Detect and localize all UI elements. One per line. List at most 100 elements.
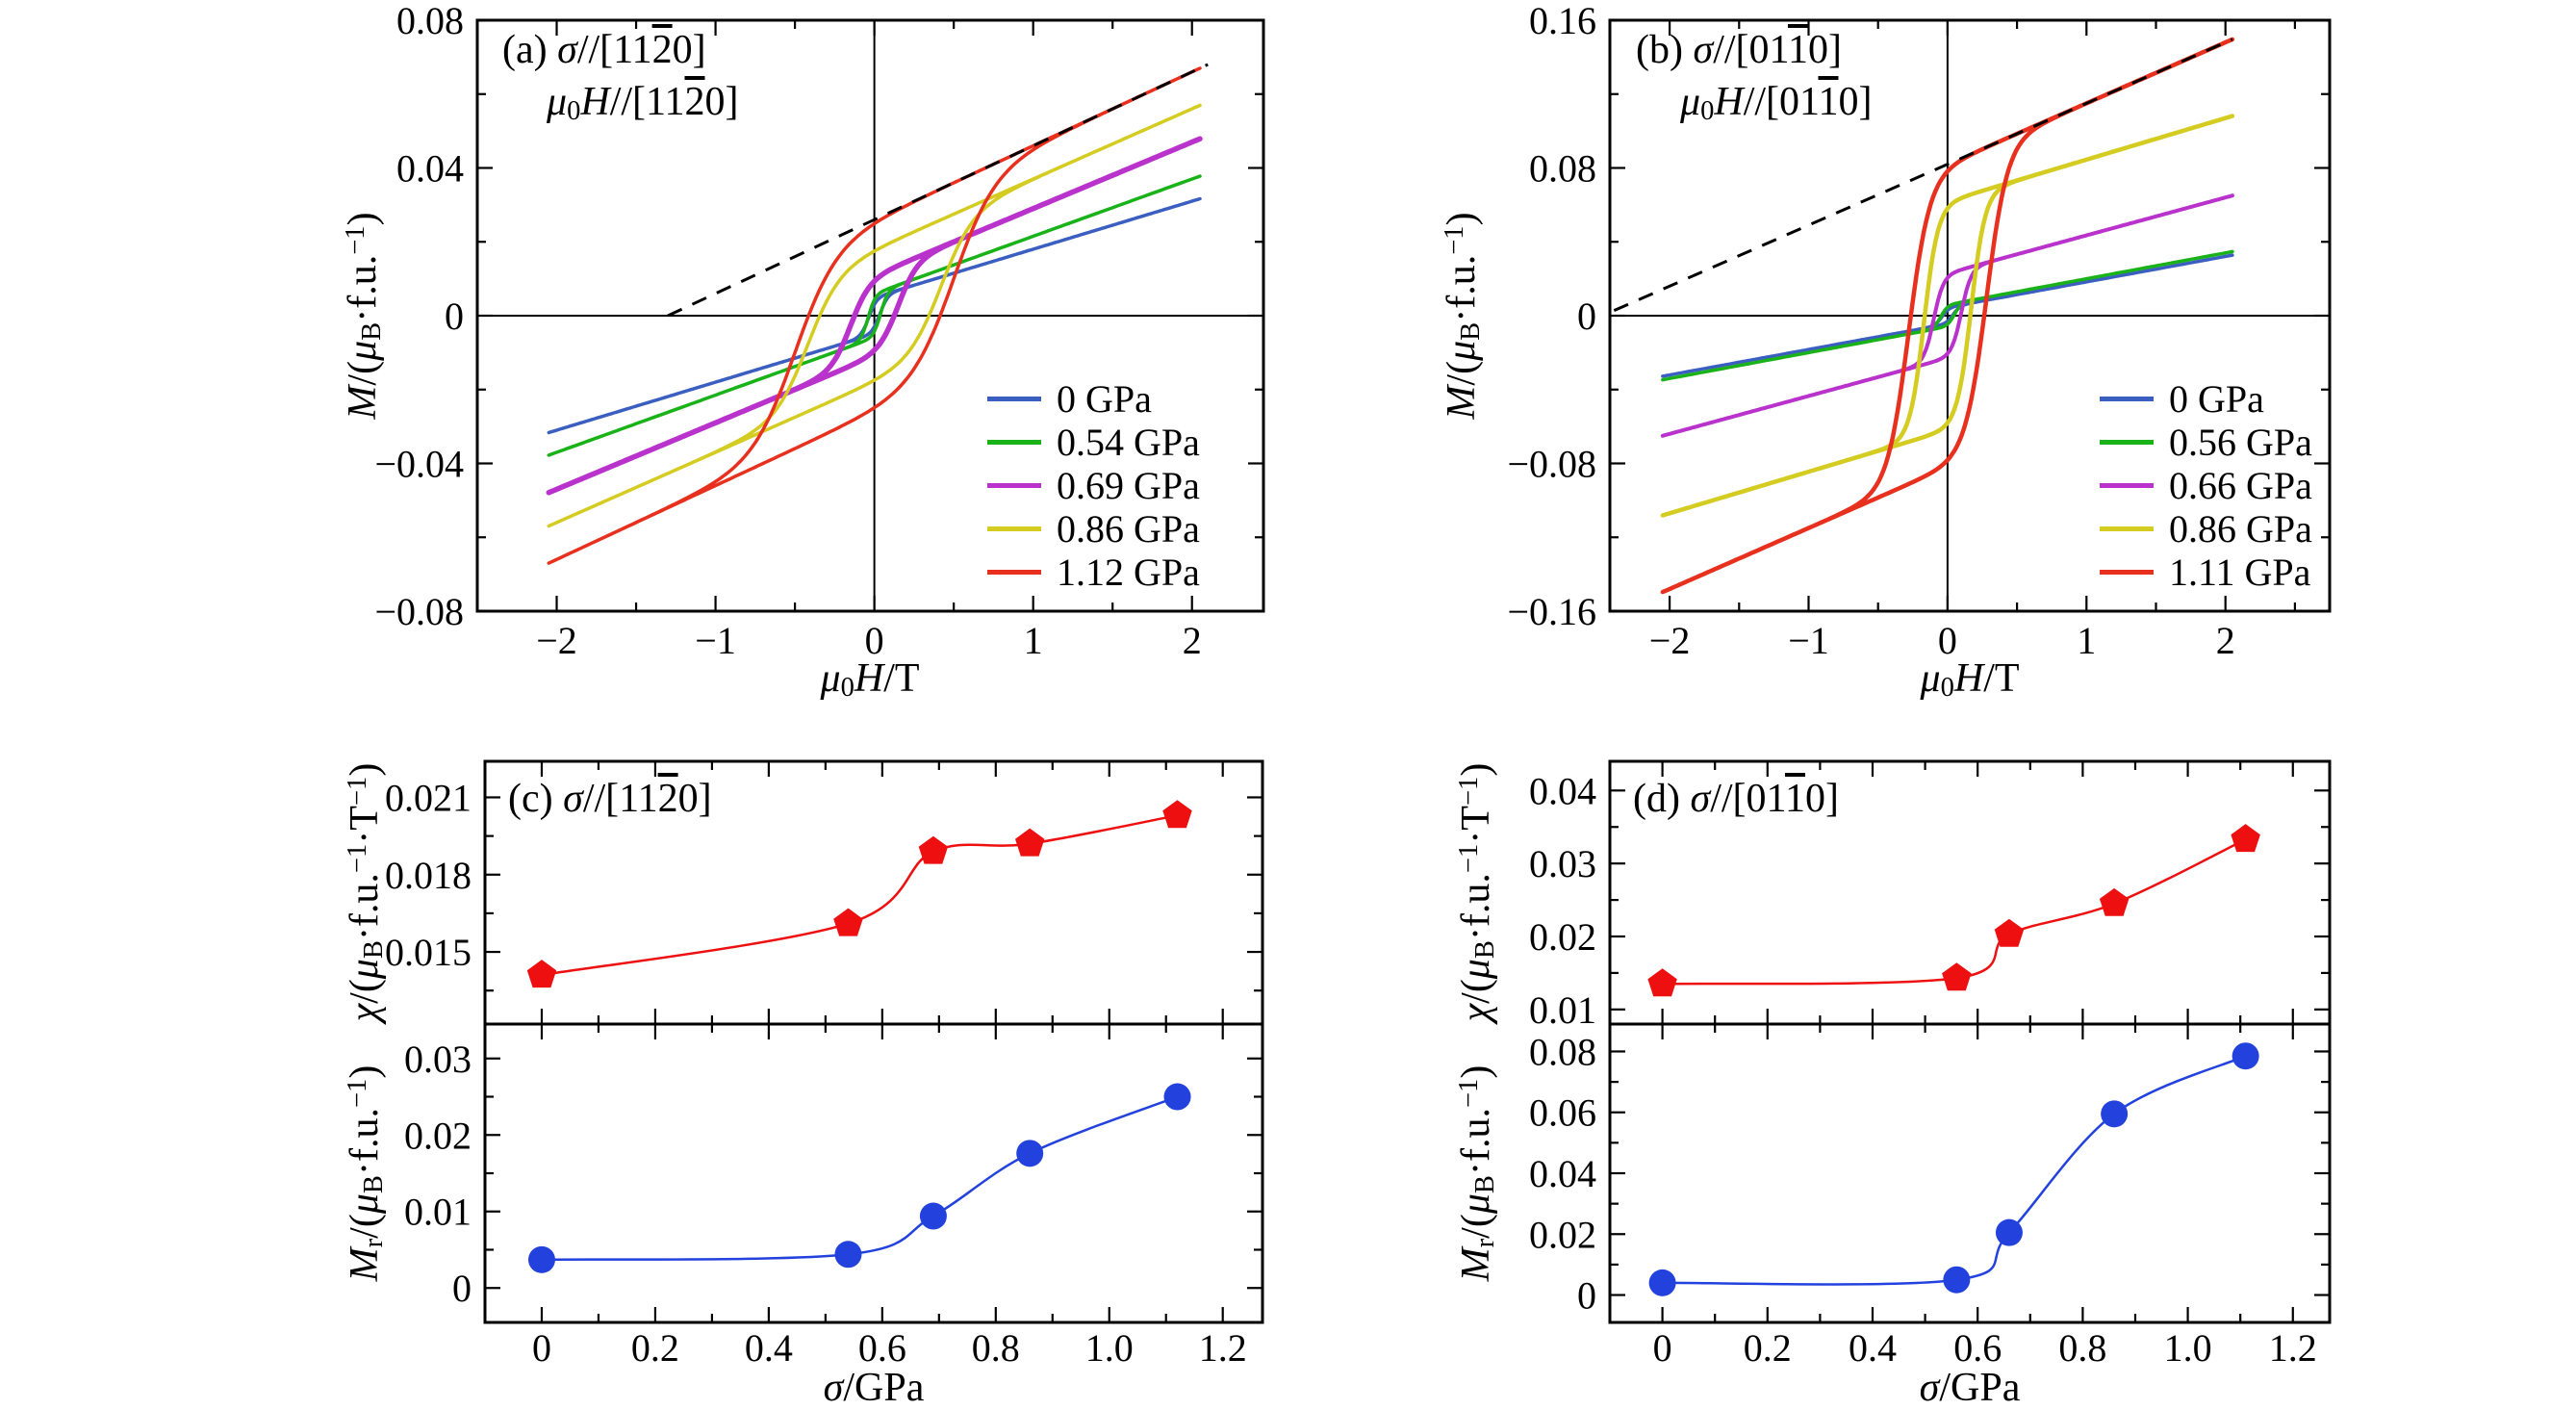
tick-label: 0 — [1577, 1274, 1596, 1318]
label-segment: χ — [342, 1003, 387, 1022]
legend-color-swatch — [987, 483, 1041, 488]
tick-label: 0.08 — [396, 0, 464, 42]
label-segment: −1 — [1453, 1078, 1484, 1109]
mr-trend-line — [1662, 1055, 2247, 1286]
label-segment: /GPa — [843, 1366, 925, 1410]
panel-a-title-line2: μ0H//[1120] — [547, 79, 738, 127]
tick-label: −0.08 — [374, 590, 464, 633]
hysteresis-curve-0.56-GPa — [1661, 249, 2234, 382]
tick-label: 1.0 — [2164, 1326, 2212, 1370]
panel-d-subplot-chi: 0.01 0.02 0.03 0.04 — [1529, 759, 2332, 1032]
panel-a-plot-area: −2 −1 0 1 2 −0.08 −0.04 0 0.04 0.08 — [374, 0, 1265, 662]
legend-color-swatch — [987, 397, 1041, 401]
circle-marker — [1943, 1266, 1971, 1294]
label-segment: μ — [342, 1193, 387, 1215]
tick-label: −0.08 — [1507, 443, 1596, 486]
panel-d-subplot-mr: 0 0.2 0.4 0.6 0.8 1.0 1.2 0 0.02 0.04 0.06 0.08 — [1529, 1022, 2332, 1370]
tick-label: 0.01 — [1529, 988, 1596, 1032]
pentagon-marker — [1647, 968, 1677, 997]
label-segment: H — [1953, 655, 1984, 701]
label-segment: ) — [342, 762, 387, 777]
tick-label: 0 — [452, 1267, 472, 1310]
tick-label: 0 — [1577, 295, 1596, 338]
label-segment: r — [359, 1238, 390, 1248]
label-segment: 1 — [1784, 777, 1805, 821]
label-segment: M — [1439, 385, 1484, 420]
tick-label: −1 — [695, 619, 736, 662]
panel-d-chi-axis-label: χ/(μB·f.u.−1·T−1) — [1453, 763, 1501, 1022]
panel-b-y-axis-label: M/(μB·f.u.−1) — [1439, 212, 1487, 419]
tick-label: 0.03 — [1529, 842, 1596, 885]
panel-b-title-line2: μ0H//[0110] — [1680, 79, 1872, 127]
tick-label: 2 — [2216, 619, 2235, 662]
label-segment: −1 — [342, 1078, 372, 1109]
legend-label: 0.69 GPa — [1057, 464, 1200, 507]
label-segment: B — [359, 1175, 390, 1194]
label-segment: −1 — [1453, 776, 1484, 807]
hysteresis-curve-0.86-GPa — [1660, 114, 2235, 518]
label-segment: H — [854, 655, 884, 701]
panel-a-y-axis-label: M/(μB·f.u.−1) — [340, 212, 388, 419]
tick-label: 0.8 — [972, 1326, 1020, 1370]
legend-item: 0.66 GPa — [2100, 464, 2312, 507]
panel-a-legend: 0 GPa 0.54 GPa 0.69 GPa 0.86 GPa 1.12 GPa — [987, 377, 1200, 594]
label-segment: //[11 — [576, 28, 652, 72]
label-segment: ·f.u. — [1453, 873, 1498, 941]
legend-label: 0.86 GPa — [2169, 507, 2312, 551]
legend-color-swatch — [2100, 483, 2154, 488]
label-segment: σ — [557, 28, 577, 72]
label-segment: /( — [342, 979, 387, 1004]
tick-label: 0 — [445, 295, 464, 338]
legend-color-swatch — [2100, 526, 2154, 531]
label-segment: σ — [823, 1366, 844, 1410]
panel-c-chi-axis-label: χ/(μB·f.u.−1·T−1) — [342, 763, 390, 1022]
label-segment: ) — [340, 212, 385, 226]
label-segment: /( — [1453, 1214, 1498, 1239]
tick-label: −1 — [1788, 619, 1829, 662]
label-segment: /T — [1983, 655, 2020, 701]
tick-label: 0.02 — [404, 1114, 472, 1157]
legend-label: 0.54 GPa — [1057, 421, 1200, 464]
tick-label: 0 — [865, 619, 884, 662]
label-segment: ·T — [342, 806, 387, 844]
pentagon-marker — [526, 960, 557, 988]
label-segment: ·f.u. — [1453, 1108, 1498, 1176]
pentagon-marker — [1994, 918, 2025, 947]
label-segment: H — [1714, 80, 1744, 124]
label-segment: 1 — [1787, 28, 1808, 72]
label-segment: ·f.u. — [342, 1108, 387, 1176]
legend-item: 0.86 GPa — [2100, 507, 2312, 551]
legend-color-swatch — [987, 570, 1041, 575]
label-segment: 0] — [1804, 777, 1839, 821]
label-segment: /T — [883, 655, 920, 701]
label-segment: //[11 — [582, 777, 658, 821]
label-segment: //[01 — [1710, 777, 1785, 821]
label-segment: μ — [1453, 1193, 1498, 1215]
tick-label: 0.02 — [1529, 1213, 1596, 1256]
label-segment: 0] — [677, 777, 712, 821]
label-segment: σ — [1919, 1366, 1940, 1410]
label-segment: −1 — [340, 225, 370, 255]
circle-marker — [1016, 1140, 1044, 1167]
pentagon-marker — [918, 835, 949, 864]
label-segment: χ — [1453, 1003, 1498, 1022]
label-segment: 0 — [1700, 96, 1715, 127]
panel-b-plot-area: −2 −1 0 1 2 −0.16 −0.08 0 0.08 0.16 — [1507, 0, 2332, 662]
label-segment: /( — [1453, 979, 1498, 1004]
tick-label: 0.04 — [1529, 1152, 1596, 1195]
label-segment: r — [1470, 1238, 1501, 1248]
label-segment: ) — [1453, 762, 1498, 777]
legend-label: 1.11 GPa — [2169, 551, 2311, 594]
pentagon-marker — [2099, 887, 2130, 916]
hysteresis-curve-1.12-GPa — [547, 66, 1202, 565]
legend-color-swatch — [2100, 397, 2154, 401]
tick-label: 0 — [1938, 619, 1957, 662]
chi-trend-line — [1662, 837, 2247, 986]
mr-trend-line — [541, 1095, 1178, 1262]
label-segment: 2 — [651, 28, 673, 72]
tick-label: 0.4 — [745, 1326, 793, 1370]
chi-trend-line — [541, 813, 1178, 977]
circle-marker — [1995, 1218, 2023, 1246]
legend-label: 0 GPa — [1057, 377, 1152, 421]
